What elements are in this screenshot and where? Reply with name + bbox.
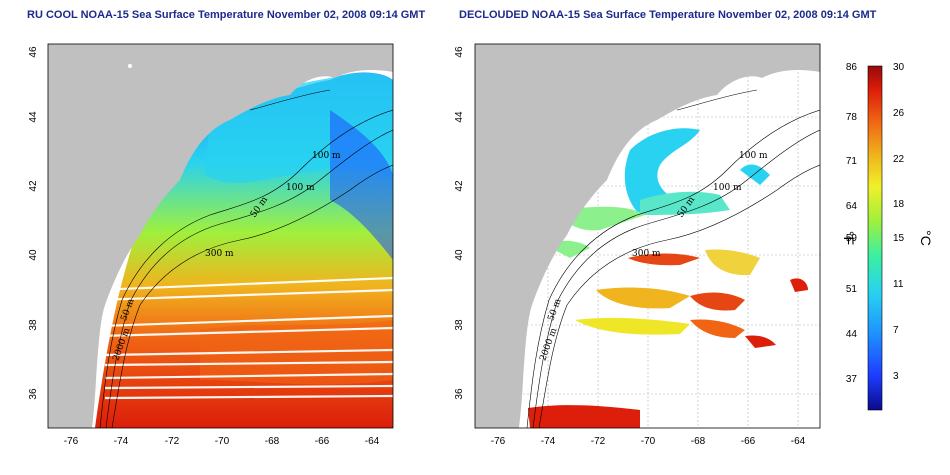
left-lon-axis: -76 -74 -72 -70 -68 -66 -64 bbox=[64, 436, 380, 447]
land-right bbox=[475, 44, 820, 428]
lon-tick: -64 bbox=[791, 436, 806, 447]
f-tick: 51 bbox=[846, 284, 858, 295]
lat-tick: 40 bbox=[454, 249, 465, 261]
contour-label: 100 m bbox=[739, 151, 768, 161]
f-tick: 37 bbox=[846, 374, 858, 385]
f-tick: 59 bbox=[846, 233, 858, 244]
lon-tick: -76 bbox=[64, 436, 79, 447]
map-right-title: DECLOUDED NOAA-15 Sea Surface Temperatur… bbox=[459, 9, 877, 21]
c-tick: 15 bbox=[893, 233, 905, 244]
lon-tick: -68 bbox=[265, 436, 280, 447]
lat-tick: 46 bbox=[454, 46, 465, 58]
lat-tick: 40 bbox=[28, 249, 39, 261]
lon-tick: -72 bbox=[591, 436, 606, 447]
c-tick: 30 bbox=[893, 62, 905, 73]
lat-tick: 42 bbox=[454, 180, 465, 192]
lat-tick: 38 bbox=[28, 319, 39, 331]
c-tick: 22 bbox=[893, 154, 905, 165]
land-left bbox=[48, 44, 393, 428]
contour-label: 100 m bbox=[286, 183, 315, 193]
f-tick: 78 bbox=[846, 112, 858, 123]
map-left bbox=[48, 44, 393, 428]
c-tick: 18 bbox=[893, 199, 905, 210]
lon-tick: -74 bbox=[114, 436, 129, 447]
map-left-frame bbox=[47, 43, 394, 429]
c-tick: 11 bbox=[893, 279, 904, 290]
right-lon-axis: -76 -74 -72 -70 -68 -66 -64 bbox=[491, 436, 806, 447]
lat-tick: 36 bbox=[28, 388, 39, 400]
map-left-title: RU COOL NOAA-15 Sea Surface Temperature … bbox=[27, 9, 426, 21]
lon-tick: -66 bbox=[741, 436, 756, 447]
c-tick: 7 bbox=[893, 325, 899, 336]
lat-tick: 46 bbox=[28, 46, 39, 58]
lon-tick: -72 bbox=[165, 436, 180, 447]
fahrenheit-unit-label: °F bbox=[841, 231, 857, 245]
lat-tick: 44 bbox=[454, 111, 465, 123]
lon-tick: -66 bbox=[315, 436, 330, 447]
lon-tick: -64 bbox=[365, 436, 380, 447]
colorbar-celsius-ticks: 30 26 22 18 15 11 7 3 bbox=[893, 62, 905, 382]
f-tick: 64 bbox=[846, 201, 858, 212]
lat-tick: 42 bbox=[28, 180, 39, 192]
lat-tick: 36 bbox=[454, 388, 465, 400]
lon-tick: -76 bbox=[491, 436, 506, 447]
lat-tick: 44 bbox=[28, 111, 39, 123]
contour-label: 100 m bbox=[713, 183, 742, 193]
lat-tick: 38 bbox=[454, 319, 465, 331]
c-tick: 3 bbox=[893, 371, 899, 382]
colorbar bbox=[867, 65, 883, 411]
lon-tick: -68 bbox=[691, 436, 706, 447]
contour-label: 100 m bbox=[312, 151, 341, 161]
f-tick: 71 bbox=[846, 156, 858, 167]
contours-left bbox=[99, 89, 393, 428]
lon-tick: -70 bbox=[215, 436, 230, 447]
c-tick: 26 bbox=[893, 108, 905, 119]
sst-patches-right bbox=[528, 128, 808, 428]
lon-tick: -74 bbox=[541, 436, 556, 447]
cloud-streaks bbox=[94, 276, 393, 400]
contours-right bbox=[526, 89, 820, 428]
right-lat-axis: 46 44 42 40 38 36 bbox=[454, 46, 465, 400]
map-right bbox=[475, 44, 820, 428]
contour-label: 300 m bbox=[205, 249, 234, 259]
left-lat-axis: 46 44 42 40 38 36 bbox=[28, 46, 39, 400]
contour-label: 300 m bbox=[632, 249, 661, 259]
map-right-frame bbox=[474, 43, 821, 429]
colorbar-fahrenheit-ticks: 86 78 71 64 59 51 44 37 bbox=[846, 62, 858, 385]
celsius-unit-label: °C bbox=[918, 230, 934, 246]
f-tick: 44 bbox=[846, 329, 858, 340]
lon-tick: -70 bbox=[641, 436, 656, 447]
f-tick: 86 bbox=[846, 62, 858, 73]
